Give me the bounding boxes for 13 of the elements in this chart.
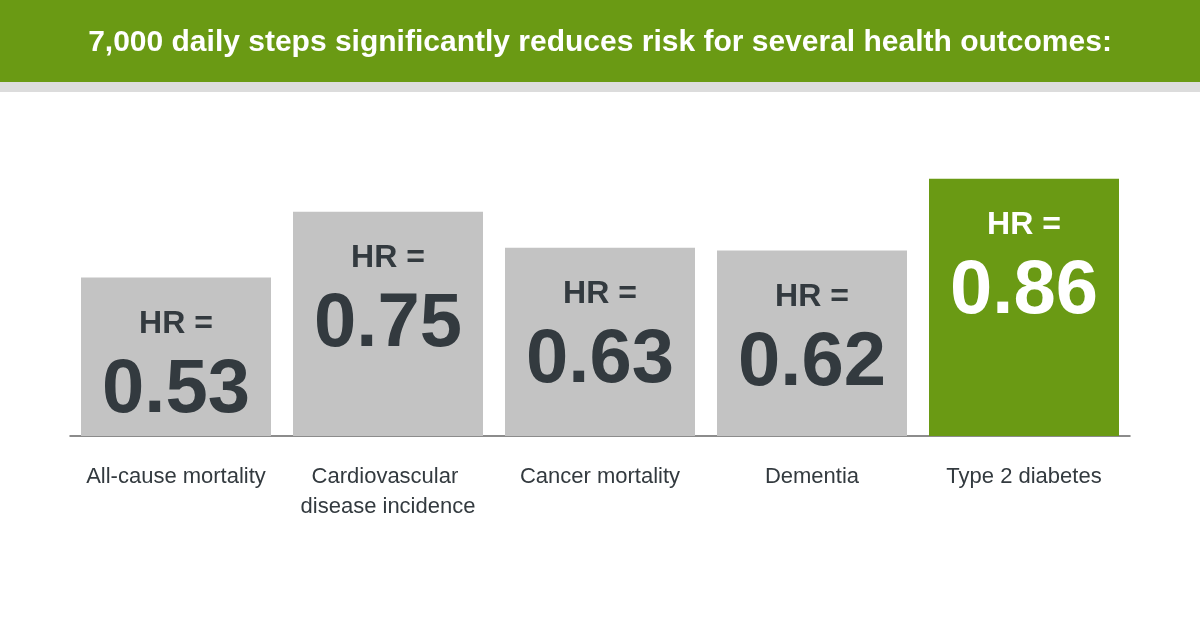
data-label: HR = 0.75	[314, 237, 462, 363]
x-tick-label: Type 2 diabetes	[946, 462, 1102, 488]
data-label: HR = 0.86	[950, 204, 1098, 330]
x-tick-label: Cancer mortality	[519, 462, 681, 488]
bar	[293, 211, 483, 436]
data-label: HR = 0.62	[738, 276, 886, 402]
data-label: HR = 0.53	[102, 303, 250, 429]
chart-title: 7,000 daily steps significantly reduces risk for several health outcomes:	[0, 0, 1200, 92]
x-tick-label: Dementia	[764, 462, 860, 488]
data-label: HR = 0.63	[526, 273, 674, 399]
x-tick-label: All-cause mortality	[86, 462, 266, 488]
x-tick-label: Cardiovascular disease incidence	[300, 462, 476, 518]
bar	[929, 178, 1119, 436]
